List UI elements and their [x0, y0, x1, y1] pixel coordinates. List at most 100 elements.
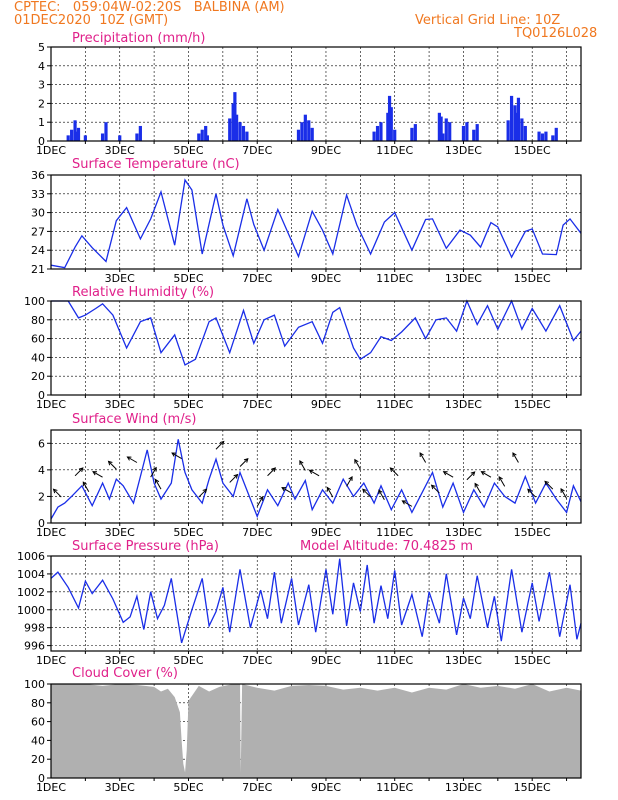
wind-arrowhead [480, 471, 486, 476]
y-tick-label: 36 [31, 169, 45, 182]
precip-bar [205, 135, 209, 141]
x-tick-label: 3DEC [105, 144, 135, 157]
precip-bar [375, 125, 380, 141]
y-tick-label: 6 [38, 437, 45, 450]
series-line [50, 439, 582, 520]
wind-arrow [267, 467, 276, 477]
precip-bar [544, 131, 548, 141]
x-tick-label: 13DEC [445, 526, 482, 539]
y-tick-label: 998 [24, 622, 45, 635]
panel-title: Surface Temperature (nC) [72, 157, 240, 172]
wind-arrowhead [243, 457, 249, 463]
x-tick-label: 5DEC [173, 526, 203, 539]
precip-bar [241, 125, 246, 141]
precip-bar [197, 133, 201, 141]
wind-arrowhead [126, 456, 132, 461]
panel-3 [47, 299, 582, 398]
x-tick-label: 11DEC [376, 781, 413, 794]
y-tick-label: 33 [31, 188, 45, 201]
run-code: TQ0126L028 [514, 26, 598, 41]
x-tick-label: 11DEC [376, 272, 413, 285]
precip-bar [135, 133, 139, 141]
wind-arrowhead [430, 484, 436, 490]
precip-bar [228, 118, 232, 141]
x-tick-label: 15DEC [514, 654, 551, 667]
wind-arrow [215, 441, 225, 450]
y-tick-label: 100 [24, 678, 45, 691]
x-tick-label: 11DEC [376, 526, 413, 539]
precip-bar [393, 129, 397, 141]
y-tick-label: 2 [38, 97, 45, 110]
panel-frame [50, 429, 582, 524]
precip-bar [472, 129, 476, 141]
y-tick-label: 100 [24, 295, 45, 308]
x-tick-label: 7DEC [242, 398, 272, 411]
x-tick-label: 5DEC [173, 272, 203, 285]
panel-title: Cloud Cover (%) [72, 666, 178, 681]
wind-arrow [390, 467, 399, 477]
wind-arrowhead [560, 487, 565, 493]
x-tick-label: 5DEC [173, 398, 203, 411]
y-tick-label: 1002 [17, 586, 45, 599]
wind-arrowhead [299, 460, 304, 465]
precip-bar [520, 118, 524, 141]
precip-bar [75, 131, 79, 141]
x-tick-label: 1DEC [36, 654, 66, 667]
wind-arrow [443, 471, 454, 478]
x-tick-label: 7DEC [242, 144, 272, 157]
wind-arrow [299, 460, 306, 471]
y-tick-label: 996 [24, 640, 45, 653]
wind-arrow [481, 471, 492, 478]
y-tick-label: 4 [38, 60, 45, 73]
wind-arrowhead [308, 469, 314, 474]
wind-arrow [53, 488, 62, 498]
x-tick-label: 3DEC [105, 526, 135, 539]
precip-bar [389, 107, 393, 141]
x-tick-label: 3DEC [105, 654, 135, 667]
precip-bar [200, 129, 204, 141]
wind-arrowhead [348, 475, 353, 481]
panel-6 [47, 683, 582, 781]
y-tick-label: 20 [31, 753, 45, 766]
precip-bar [296, 129, 301, 141]
y-tick-label: 0 [38, 517, 45, 530]
precip-bar [444, 118, 448, 141]
wind-arrow [281, 487, 292, 494]
wind-arrowhead [544, 480, 550, 486]
precip-bar [386, 112, 390, 141]
model-altitude: Model Altitude: 70.4825 m [300, 539, 473, 554]
x-tick-label: 7DEC [242, 654, 272, 667]
y-tick-label: 1 [38, 116, 45, 129]
wind-arrow [431, 484, 440, 494]
x-tick-label: 9DEC [311, 654, 341, 667]
precip-bar [448, 122, 452, 141]
precip-bar [387, 95, 392, 141]
x-tick-label: 1DEC [36, 398, 66, 411]
wind-arrowhead [233, 473, 239, 479]
y-tick-label: 3 [38, 79, 45, 92]
panel-title: Surface Pressure (hPa) [72, 539, 219, 554]
precip-bar [509, 95, 514, 141]
y-tick-label: 0 [38, 389, 45, 402]
precip-bar [506, 120, 510, 141]
wind-arrow [256, 496, 264, 507]
x-tick-label: 9DEC [311, 398, 341, 411]
wind-arrow [402, 500, 413, 507]
series-line [50, 178, 582, 269]
x-tick-label: 5DEC [173, 144, 203, 157]
wind-arrowhead [78, 467, 84, 473]
wind-arrow [171, 452, 182, 459]
wind-arrow [419, 452, 427, 463]
precip-bar [138, 125, 142, 141]
y-tick-label: 20 [31, 370, 45, 383]
wind-arrowhead [92, 471, 98, 476]
x-tick-label: 15DEC [514, 398, 551, 411]
precip-bar [233, 92, 237, 141]
y-tick-label: 40 [31, 734, 45, 747]
wind-arrow [346, 476, 353, 487]
wind-arrowhead [442, 471, 448, 476]
panel-5 [47, 555, 582, 654]
y-tick-label: 0 [38, 772, 45, 785]
wind-arrow [326, 487, 334, 498]
